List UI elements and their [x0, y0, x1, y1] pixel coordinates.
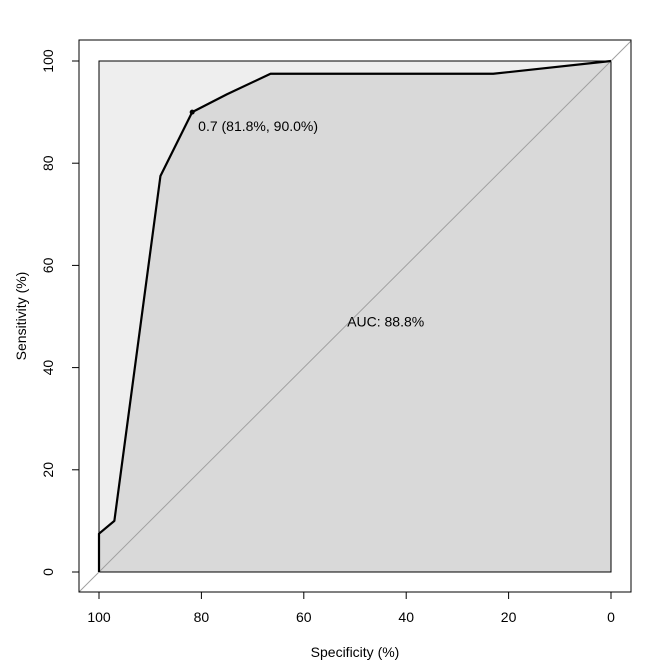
chance-diagonal — [78, 40, 632, 593]
y-tick-label: 60 — [40, 257, 56, 273]
y-tick-label: 0 — [40, 568, 56, 576]
y-tick-label: 20 — [40, 462, 56, 478]
x-axis: 100 80 60 40 20 0 — [87, 591, 615, 625]
threshold-point — [189, 109, 195, 115]
x-tick-label: 20 — [501, 609, 517, 625]
x-axis-label: Specificity (%) — [311, 644, 400, 660]
y-tick-label: 100 — [40, 49, 56, 73]
y-axis-label: Sensitivity (%) — [13, 272, 29, 361]
y-axis: 0 20 40 60 80 100 — [40, 49, 80, 576]
threshold-label: 0.7 (81.8%, 90.0%) — [198, 118, 318, 134]
x-tick-label: 60 — [296, 609, 312, 625]
x-tick-label: 0 — [607, 609, 615, 625]
auc-label: AUC: 88.8% — [347, 314, 424, 330]
x-tick-label: 100 — [87, 609, 111, 625]
x-tick-label: 40 — [398, 609, 414, 625]
y-tick-label: 40 — [40, 360, 56, 376]
y-tick-label: 80 — [40, 155, 56, 171]
x-tick-label: 80 — [194, 609, 210, 625]
